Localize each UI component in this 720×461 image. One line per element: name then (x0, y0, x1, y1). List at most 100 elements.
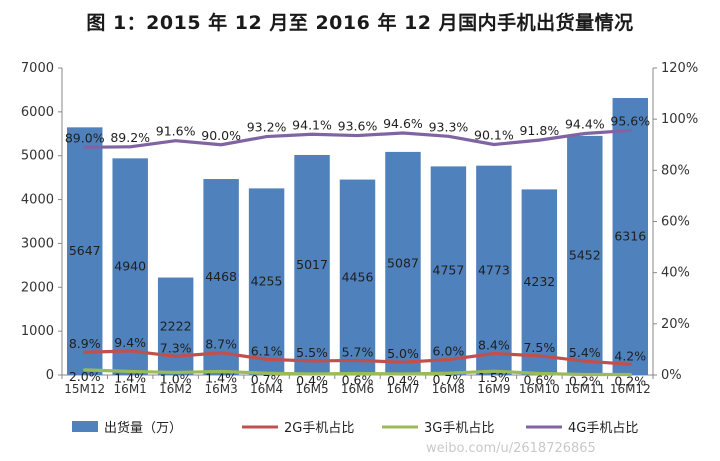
x-tick-label: 16M6 (341, 382, 374, 396)
point-value-label: 5.0% (387, 346, 419, 361)
right-tick-label: 120% (661, 61, 698, 76)
bar-value-label: 4255 (251, 274, 283, 289)
point-value-label: 8.7% (205, 337, 237, 352)
point-value-label: 0.7% (251, 372, 283, 387)
point-value-label: 7.5% (523, 340, 555, 355)
point-value-label: 8.4% (478, 338, 510, 353)
point-value-label: 93.6% (338, 119, 378, 134)
bar-value-label: 6316 (614, 228, 646, 243)
x-tick-label: 16M11 (564, 382, 605, 396)
left-tick-label: 4000 (21, 193, 54, 208)
point-value-label: 94.4% (565, 116, 605, 131)
x-tick-label: 16M8 (432, 382, 465, 396)
point-value-label: 0.7% (433, 372, 465, 387)
bar (67, 127, 103, 375)
legend-label: 3G手机占比 (424, 421, 494, 436)
point-value-label: 4.2% (614, 348, 646, 363)
legend-label: 2G手机占比 (284, 421, 354, 436)
bar (203, 179, 239, 375)
bar-value-label: 4757 (433, 263, 465, 278)
point-value-label: 0.4% (387, 373, 419, 388)
point-value-label: 90.1% (474, 127, 514, 142)
point-value-label: 5.5% (296, 345, 328, 360)
left-tick-label: 3000 (21, 236, 54, 251)
left-tick-label: 0 (46, 368, 54, 383)
bar (248, 188, 285, 375)
point-value-label: 94.1% (292, 117, 332, 132)
x-tick-label: 16M9 (477, 382, 510, 396)
left-tick-label: 7000 (21, 61, 54, 76)
x-tick-label: 16M2 (159, 382, 192, 396)
bar-value-label: 2222 (160, 318, 192, 333)
point-value-label: 0.2% (614, 373, 646, 388)
bar (430, 166, 467, 375)
point-value-label: 90.0% (201, 128, 241, 143)
point-value-label: 1.5% (478, 370, 510, 385)
bar-value-label: 4468 (205, 269, 237, 284)
point-value-label: 0.4% (296, 373, 328, 388)
right-tick-label: 20% (661, 317, 690, 332)
left-tick-label: 2000 (21, 280, 54, 295)
point-value-label: 1.4% (205, 370, 237, 385)
x-tick-label: 16M7 (386, 382, 419, 396)
bar-value-label: 4232 (523, 274, 555, 289)
point-value-label: 9.4% (114, 335, 146, 350)
bar-value-label: 5087 (387, 255, 419, 270)
bar-value-label: 5647 (69, 243, 101, 258)
legend-label: 4G手机占比 (568, 421, 638, 436)
point-value-label: 95.6% (610, 113, 650, 128)
left-tick-label: 5000 (21, 149, 54, 164)
point-value-label: 0.2% (569, 373, 601, 388)
left-tick-label: 6000 (21, 105, 54, 120)
point-value-label: 1.4% (114, 370, 146, 385)
right-tick-label: 80% (661, 163, 690, 178)
watermark-text: weibo.com/u/2618726865 (426, 441, 596, 456)
point-value-label: 93.2% (247, 120, 287, 135)
bar (567, 135, 603, 375)
point-value-label: 89.0% (65, 130, 105, 145)
bar (385, 151, 421, 375)
x-tick-label: 16M4 (250, 382, 283, 396)
bar (157, 277, 194, 375)
point-value-label: 89.2% (110, 130, 150, 145)
x-tick-label: 16M10 (519, 382, 560, 396)
x-tick-label: 16M3 (204, 382, 237, 396)
point-value-label: 0.6% (523, 372, 555, 387)
bars-layer (67, 97, 648, 375)
point-value-label: 91.8% (519, 123, 559, 138)
axes: 0 1000 2000 3000 4000 5000 6000 7000 0% 20% 40% 60%… (21, 61, 698, 396)
bar (112, 158, 148, 375)
x-tick-label: 15M12 (64, 382, 105, 396)
bar-value-label: 4773 (478, 262, 510, 277)
x-tick-label: 16M5 (295, 382, 328, 396)
legend-swatch (72, 421, 98, 432)
point-value-label: 7.3% (160, 340, 192, 355)
bar-value-label: 4940 (114, 259, 146, 274)
right-tick-label: 40% (661, 266, 690, 281)
right-tick-label: 100% (661, 112, 698, 127)
bar (476, 165, 512, 375)
bar-value-label: 5017 (296, 257, 328, 272)
bar (521, 189, 558, 375)
left-tick-label: 1000 (21, 324, 54, 339)
x-tick-label: 16M1 (114, 382, 147, 396)
lines-layer (83, 128, 632, 377)
chart-title: 图 1：2015 年 12 月至 2016 年 12 月国内手机出货量情况 (86, 12, 634, 34)
bar (339, 179, 376, 375)
point-value-label: 0.6% (342, 372, 374, 387)
point-value-label: 8.9% (69, 336, 101, 351)
legend: 出货量（万） 2G手机占比 3G手机占比 4G手机占比 (72, 420, 638, 436)
bar (612, 97, 648, 375)
bar (294, 154, 330, 375)
point-value-label: 93.3% (429, 119, 469, 134)
point-value-label: 2.0% (69, 369, 101, 384)
point-value-label: 5.7% (342, 344, 374, 359)
legend-label: 出货量（万） (104, 420, 182, 436)
point-value-label: 1.0% (160, 371, 192, 386)
x-tick-label: 16M12 (610, 382, 651, 396)
bar-value-label: 4456 (342, 269, 374, 284)
labels-layer: 5647 4940 2222 4468 4255 5017 4456 5087 4757 4773… (65, 113, 650, 388)
right-tick-label: 0% (661, 368, 682, 383)
point-value-label: 5.4% (569, 345, 601, 360)
